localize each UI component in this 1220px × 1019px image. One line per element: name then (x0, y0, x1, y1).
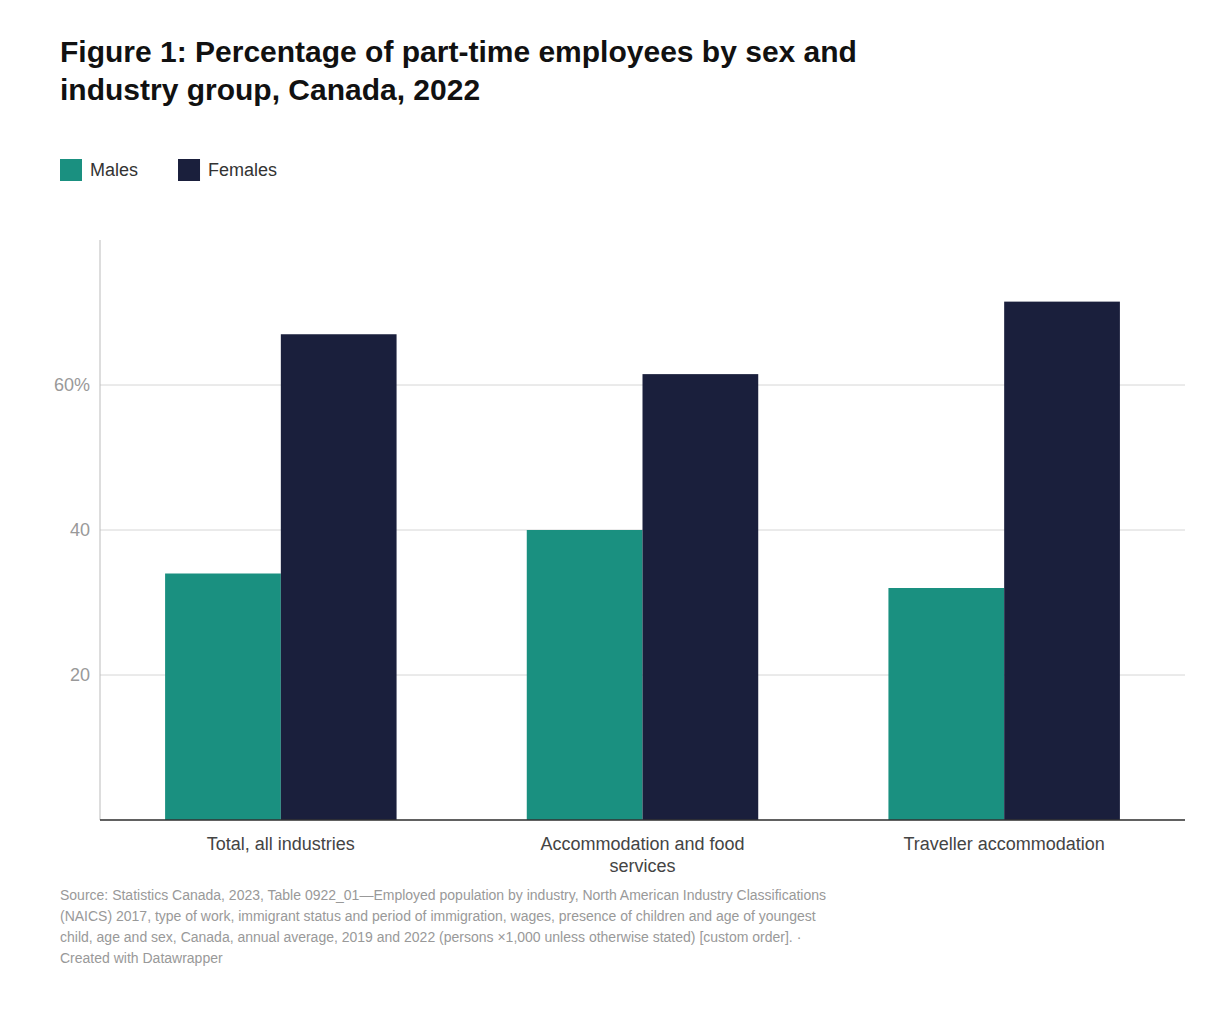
legend-item: Females (178, 159, 277, 181)
y-axis: 20 40 60% (54, 240, 1185, 820)
bar (165, 574, 281, 821)
bar (1004, 302, 1120, 820)
y-tick-label: 20 (70, 665, 90, 685)
title: Figure 1: Percentage of part-time employ… (60, 35, 857, 106)
legend-swatch (60, 159, 82, 181)
text-line: Traveller accommodation (903, 834, 1104, 854)
x-tick-label: Accommodation and foodservices (540, 834, 744, 876)
chart: Figure 1: Percentage of part-time employ… (0, 0, 1220, 1019)
grid-line (100, 820, 1185, 821)
x-tick-label: Total, all industries (207, 834, 355, 854)
y-tick-label: 60% (54, 375, 90, 395)
y-axis-line (100, 240, 101, 820)
text-line: Accommodation and food (540, 834, 744, 854)
text-line: child, age and sex, Canada, annual avera… (60, 929, 801, 945)
bar (643, 374, 759, 820)
bars (165, 302, 1120, 820)
text-line: industry group, Canada, 2022 (60, 73, 480, 106)
legend: Males Females (60, 159, 277, 181)
source-note: Source: Statistics Canada, 2023, Table 0… (60, 887, 826, 966)
legend-swatch (178, 159, 200, 181)
background (0, 0, 1220, 1019)
x-axis: Total, all industries Accommodation and f… (100, 820, 1185, 876)
bar (281, 334, 397, 820)
text-line: services (609, 856, 675, 876)
text-line: (NAICS) 2017, type of work, immigrant st… (60, 908, 816, 924)
x-axis-line (100, 819, 1185, 821)
x-tick-label: Traveller accommodation (903, 834, 1104, 854)
legend-label: Males (90, 160, 138, 180)
text-line: Total, all industries (207, 834, 355, 854)
text-line: Figure 1: Percentage of part-time employ… (60, 35, 857, 68)
bar (888, 588, 1004, 820)
text-line: Created with Datawrapper (60, 950, 223, 966)
legend-label: Females (208, 160, 277, 180)
y-tick-label: 40 (70, 520, 90, 540)
bar (527, 530, 643, 820)
text-line: Source: Statistics Canada, 2023, Table 0… (60, 887, 826, 903)
legend-item: Males (60, 159, 138, 181)
